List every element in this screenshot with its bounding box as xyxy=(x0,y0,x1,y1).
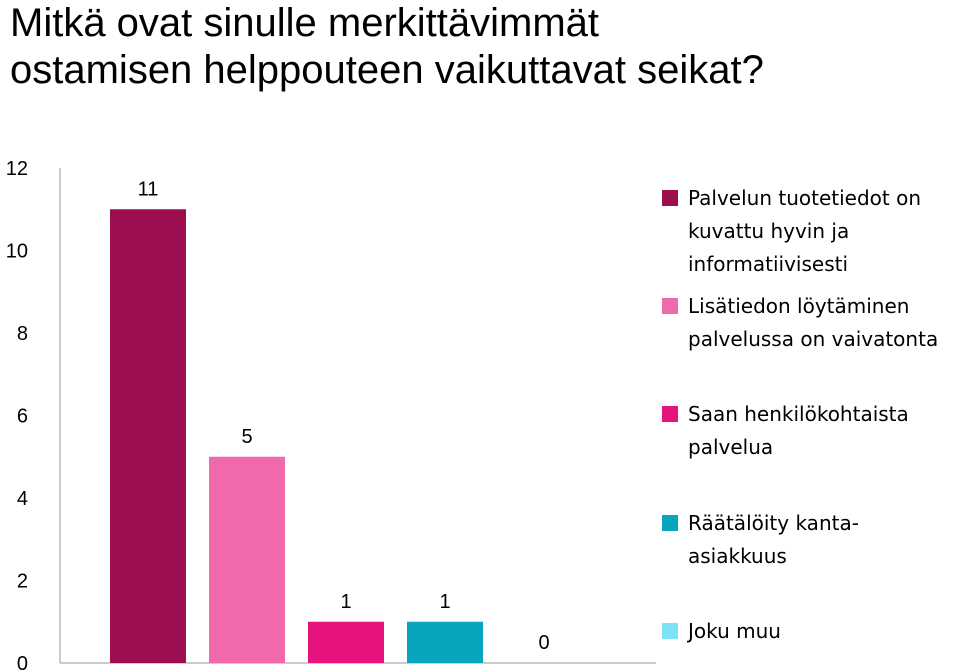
y-tick-label: 0 xyxy=(17,653,28,670)
legend-item-lisatiedon: Lisätiedon löytäminen palvelussa on vaiv… xyxy=(662,290,958,356)
bar-value-label: 1 xyxy=(340,591,351,613)
legend-item-tuotetiedot: Palvelun tuotetiedot on kuvattu hyvin ja… xyxy=(662,182,958,281)
y-tick-label: 2 xyxy=(17,571,28,593)
bar-value-label: 0 xyxy=(538,632,549,654)
legend-label: Joku muu xyxy=(688,619,781,643)
legend-item-henkilokohtaista: Saan henkilökohtaista palvelua xyxy=(662,398,958,464)
bar xyxy=(209,456,285,663)
chart-title: Mitkä ovat sinulle merkittävimmät ostami… xyxy=(10,0,764,94)
bar-value-label: 5 xyxy=(241,426,252,448)
legend-label: Palvelun tuotetiedot on kuvattu hyvin ja… xyxy=(688,186,922,276)
y-tick-label: 4 xyxy=(17,488,28,510)
chart-title-line-1: Mitkä ovat sinulle merkittävimmät xyxy=(10,1,600,45)
chart-title-line-2: ostamisen helppouteen vaikuttavat seikat… xyxy=(10,48,764,92)
legend-swatch xyxy=(662,623,678,639)
legend-swatch xyxy=(662,406,678,422)
legend-item-kanta-asiakkuus: Räätälöity kanta- asiakkuus xyxy=(662,507,958,573)
legend-swatch xyxy=(662,190,678,206)
bar xyxy=(110,209,186,663)
y-axis-ticks: 0 2 4 6 8 10 12 xyxy=(6,158,28,670)
legend-label: Räätälöity kanta- asiakkuus xyxy=(688,511,859,568)
legend-label: Lisätiedon löytäminen palvelussa on vaiv… xyxy=(688,294,939,351)
y-tick-label: 6 xyxy=(17,406,28,428)
legend-label: Saan henkilökohtaista palvelua xyxy=(688,402,909,459)
bars xyxy=(110,209,483,663)
legend-swatch xyxy=(662,298,678,314)
bar-value-label: 1 xyxy=(439,591,450,613)
bar xyxy=(308,621,384,663)
bar-value-label: 11 xyxy=(138,178,159,200)
y-tick-label: 8 xyxy=(17,323,28,345)
legend-item-joku-muu: Joku muu xyxy=(662,615,958,648)
legend: Palvelun tuotetiedot on kuvattu hyvin ja… xyxy=(662,0,960,670)
legend-swatch xyxy=(662,515,678,531)
y-tick-label: 12 xyxy=(6,158,28,180)
bar xyxy=(407,621,483,663)
y-tick-label: 10 xyxy=(6,241,28,263)
